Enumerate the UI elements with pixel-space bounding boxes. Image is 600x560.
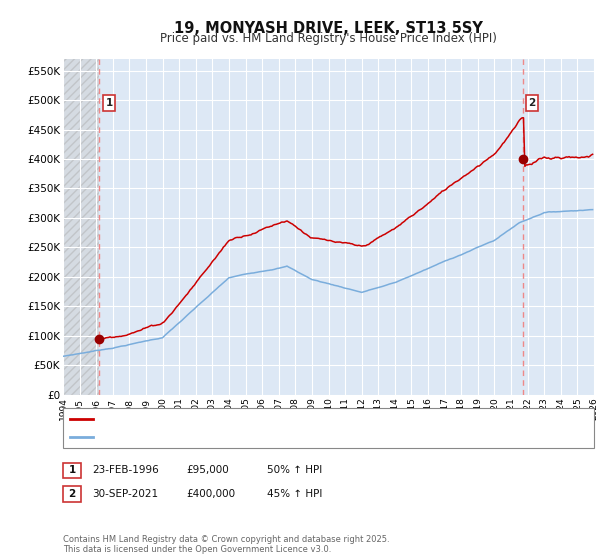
Text: 1: 1	[106, 98, 113, 108]
Text: 19, MONYASH DRIVE, LEEK, ST13 5SY: 19, MONYASH DRIVE, LEEK, ST13 5SY	[175, 21, 483, 36]
Text: 2: 2	[529, 98, 536, 108]
Text: 45% ↑ HPI: 45% ↑ HPI	[267, 489, 322, 499]
Text: 50% ↑ HPI: 50% ↑ HPI	[267, 465, 322, 475]
Text: 30-SEP-2021: 30-SEP-2021	[92, 489, 158, 499]
Text: 1: 1	[68, 465, 76, 475]
Text: £400,000: £400,000	[186, 489, 235, 499]
Bar	[63, 59, 98, 395]
Text: 23-FEB-1996: 23-FEB-1996	[92, 465, 158, 475]
Text: Price paid vs. HM Land Registry's House Price Index (HPI): Price paid vs. HM Land Registry's House …	[160, 32, 497, 45]
Text: 19, MONYASH DRIVE, LEEK, ST13 5SY (detached house): 19, MONYASH DRIVE, LEEK, ST13 5SY (detac…	[99, 414, 371, 424]
Text: £95,000: £95,000	[186, 465, 229, 475]
Text: Contains HM Land Registry data © Crown copyright and database right 2025.
This d: Contains HM Land Registry data © Crown c…	[63, 535, 389, 554]
Text: HPI: Average price, detached house, Staffordshire Moorlands: HPI: Average price, detached house, Staf…	[99, 432, 396, 442]
Text: 2: 2	[68, 489, 76, 499]
